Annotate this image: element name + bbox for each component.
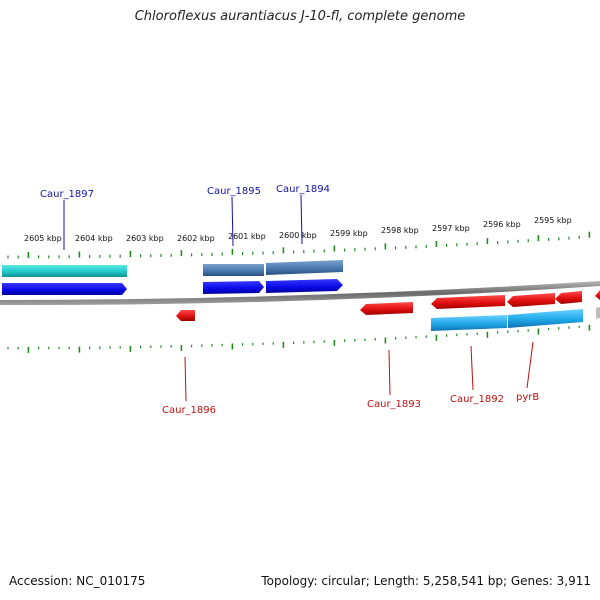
- leader-caur-1895: [231, 196, 234, 247]
- leader-caur-1896: [184, 356, 187, 402]
- product-block-caur-1894: [266, 260, 343, 275]
- scale-label-2600: 2600 kbp: [279, 231, 317, 240]
- reverse-cds-track: [176, 290, 600, 321]
- cds-arrow-unnamed-a: [555, 291, 582, 304]
- product-block-caur-1895: [203, 264, 264, 276]
- gene-label-caur-1892: Caur_1892: [450, 394, 504, 405]
- scale-label-2595: 2595 kbp: [534, 216, 572, 225]
- scale-label-2605: 2605 kbp: [24, 234, 62, 243]
- genome-backbone: [0, 281, 600, 306]
- cds-arrow-unnamed-b: [595, 290, 600, 300]
- gene-label-pyrb: pyrB: [516, 392, 539, 403]
- scale-label-2596: 2596 kbp: [483, 220, 521, 229]
- scale-label-2598: 2598 kbp: [381, 226, 419, 235]
- scale-label-2602: 2602 kbp: [177, 234, 215, 243]
- cds-arrow-caur-1893: [360, 302, 413, 315]
- scale-label-2601: 2601 kbp: [228, 232, 266, 241]
- leader-pyrb: [526, 341, 534, 389]
- cds-arrow-caur-1894: [266, 279, 343, 293]
- product-track-upper: [2, 260, 343, 277]
- product-block-caur-1897: [2, 265, 127, 277]
- genome-title: Chloroflexus aurantiacus J-10-fl, comple…: [134, 9, 466, 24]
- scale-label-2597: 2597 kbp: [432, 224, 470, 233]
- accession-text: Accession: NC_010175: [9, 574, 146, 588]
- scale-label-2603: 2603 kbp: [126, 234, 164, 243]
- leader-caur-1894: [300, 194, 303, 245]
- gene-label-caur-1894: Caur_1894: [276, 184, 330, 195]
- product-block-caur-1892: [431, 315, 507, 331]
- label-leaders: [63, 194, 534, 402]
- genome-summary-text: Topology: circular; Length: 5,258,541 bp…: [261, 574, 591, 588]
- gene-label-caur-1897: Caur_1897: [40, 189, 94, 200]
- scale-label-2604: 2604 kbp: [75, 234, 113, 243]
- cds-arrow-caur-1895: [203, 281, 264, 294]
- gene-label-caur-1896: Caur_1896: [162, 405, 216, 416]
- genome-backbone-right-stub: [596, 307, 600, 319]
- gene-label-caur-1893: Caur_1893: [367, 399, 421, 410]
- product-track-lower: [431, 309, 583, 331]
- product-block-pyrb: [508, 309, 583, 328]
- outer-scale-ticks: [7, 231, 591, 259]
- forward-cds-track: [2, 279, 343, 295]
- cds-arrow-pyrb: [507, 293, 555, 307]
- scale-labels: 2605 kbp 2604 kbp 2603 kbp 2602 kbp 2601…: [24, 216, 572, 243]
- leader-caur-1893: [388, 349, 391, 396]
- cds-arrow-caur-1897: [2, 283, 127, 295]
- cds-arrow-caur-1896: [176, 310, 195, 321]
- inner-scale-ticks: [7, 324, 591, 353]
- leader-caur-1892: [470, 345, 474, 391]
- scale-label-2599: 2599 kbp: [330, 229, 368, 238]
- gene-labels: Caur_1897 Caur_1895 Caur_1894 Caur_1896 …: [40, 184, 539, 416]
- gene-label-caur-1895: Caur_1895: [207, 186, 261, 197]
- cds-arrow-caur-1892: [431, 295, 505, 309]
